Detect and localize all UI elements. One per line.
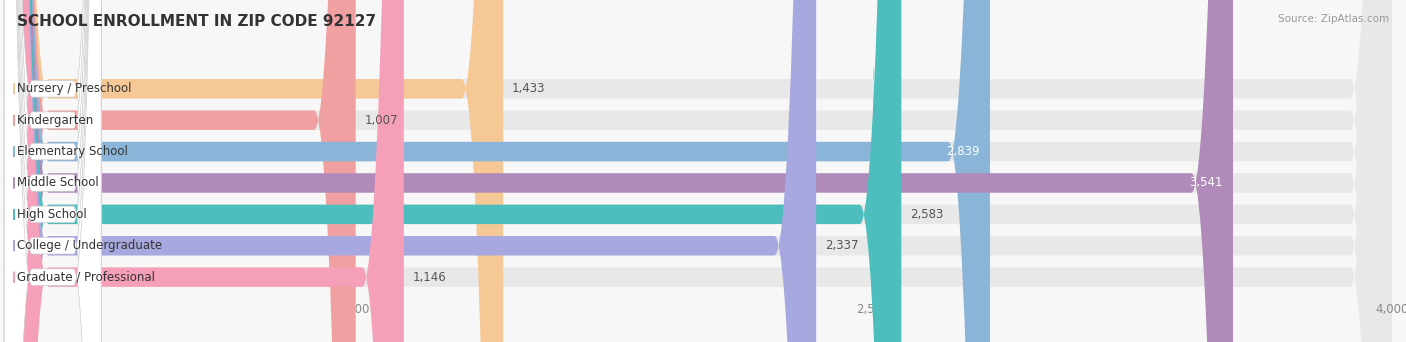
Text: 2,583: 2,583 xyxy=(910,208,943,221)
FancyBboxPatch shape xyxy=(7,0,1392,342)
Text: 1,146: 1,146 xyxy=(412,271,446,284)
FancyBboxPatch shape xyxy=(7,0,1392,342)
Text: Middle School: Middle School xyxy=(17,176,98,189)
FancyBboxPatch shape xyxy=(7,0,1392,342)
FancyBboxPatch shape xyxy=(4,0,101,342)
FancyBboxPatch shape xyxy=(7,0,356,342)
Text: High School: High School xyxy=(17,208,87,221)
FancyBboxPatch shape xyxy=(7,0,1392,342)
Text: Kindergarten: Kindergarten xyxy=(17,114,94,127)
FancyBboxPatch shape xyxy=(7,0,1233,342)
Text: Graduate / Professional: Graduate / Professional xyxy=(17,271,155,284)
FancyBboxPatch shape xyxy=(4,0,101,342)
FancyBboxPatch shape xyxy=(4,0,101,342)
Text: 1,007: 1,007 xyxy=(364,114,398,127)
FancyBboxPatch shape xyxy=(4,0,101,342)
FancyBboxPatch shape xyxy=(7,0,503,342)
FancyBboxPatch shape xyxy=(4,0,101,342)
Text: 2,337: 2,337 xyxy=(825,239,858,252)
FancyBboxPatch shape xyxy=(7,0,1392,342)
FancyBboxPatch shape xyxy=(7,0,1392,342)
FancyBboxPatch shape xyxy=(4,0,101,342)
Text: 2,839: 2,839 xyxy=(946,145,980,158)
FancyBboxPatch shape xyxy=(7,0,990,342)
Text: 3,541: 3,541 xyxy=(1189,176,1223,189)
Text: Elementary School: Elementary School xyxy=(17,145,128,158)
FancyBboxPatch shape xyxy=(7,0,1392,342)
Text: SCHOOL ENROLLMENT IN ZIP CODE 92127: SCHOOL ENROLLMENT IN ZIP CODE 92127 xyxy=(17,14,375,29)
Text: 1,433: 1,433 xyxy=(512,82,546,95)
Text: Nursery / Preschool: Nursery / Preschool xyxy=(17,82,131,95)
Text: Source: ZipAtlas.com: Source: ZipAtlas.com xyxy=(1278,14,1389,24)
FancyBboxPatch shape xyxy=(7,0,901,342)
FancyBboxPatch shape xyxy=(7,0,404,342)
FancyBboxPatch shape xyxy=(7,0,815,342)
Text: College / Undergraduate: College / Undergraduate xyxy=(17,239,162,252)
FancyBboxPatch shape xyxy=(4,0,101,342)
